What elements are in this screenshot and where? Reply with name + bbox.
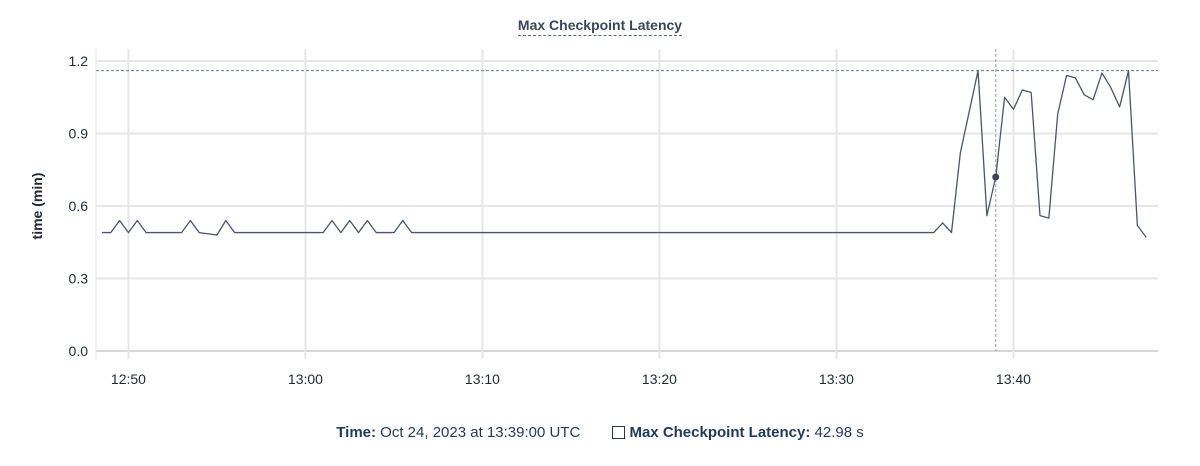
x-tick-label: 12:50 [111,371,146,387]
series-checkbox[interactable] [612,426,626,439]
time-label: Time: [336,424,376,441]
y-tick-label: 0.6 [69,198,89,214]
series-line [101,70,1147,238]
hover-legend: Time: Oct 24, 2023 at 13:39:00 UTC Max C… [0,424,1200,441]
x-tick-label: 13:40 [996,371,1031,387]
y-tick-label: 0.3 [69,271,89,287]
time-value: Oct 24, 2023 at 13:39:00 UTC [380,424,581,441]
y-axis-label: time (min) [29,173,45,240]
chart-title: Max Checkpoint Latency [0,17,1200,36]
x-tick-label: 13:00 [288,371,323,387]
x-tick-label: 13:20 [642,371,677,387]
x-tick-label: 13:30 [819,371,854,387]
hover-marker [992,173,1000,181]
series-value: 42.98 s [814,424,864,441]
y-tick-label: 0.9 [69,126,89,142]
y-tick-label: 1.2 [69,53,89,69]
series-label: Max Checkpoint Latency: [629,424,811,441]
x-tick-label: 13:10 [465,371,500,387]
chart-title-text[interactable]: Max Checkpoint Latency [517,17,683,36]
y-tick-label: 0.0 [69,343,89,359]
